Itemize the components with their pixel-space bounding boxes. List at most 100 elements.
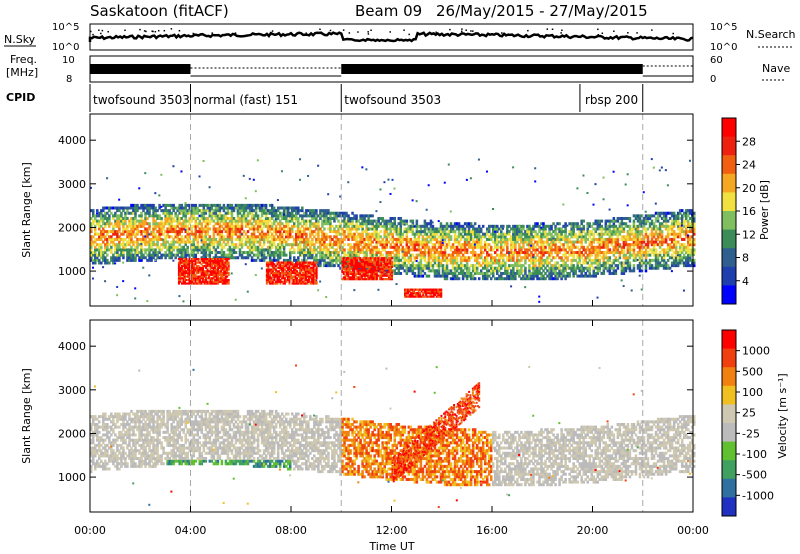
power-cell: [538, 227, 541, 231]
power-cell: [136, 248, 139, 252]
power-cell: [453, 235, 457, 239]
power-cell: [393, 271, 397, 275]
power-cell: [602, 258, 606, 262]
power-cell: [686, 224, 690, 228]
power-cell: [236, 224, 240, 228]
power-cell: [112, 240, 115, 244]
power-cell: [618, 261, 622, 265]
power-cell: [662, 216, 666, 220]
power-cell: [305, 240, 308, 244]
power-cell: [184, 228, 187, 231]
power-cell: [534, 248, 537, 252]
power-cell: [538, 269, 541, 273]
power-cell: [429, 251, 433, 255]
power-cell: [576, 224, 579, 228]
power-cell: [160, 253, 163, 257]
power-cell: [256, 248, 260, 252]
power-cell: [170, 240, 173, 244]
power-cell: [479, 230, 483, 234]
power-cell: [359, 216, 362, 220]
power-cell: [114, 243, 117, 247]
power-cell: [142, 256, 145, 260]
power-cell: [120, 251, 123, 255]
power-cell: [359, 240, 362, 244]
power-cell: [112, 206, 115, 210]
power-cell: [690, 213, 693, 216]
power-cell: [327, 216, 330, 220]
power-cell: [114, 211, 117, 215]
power-cell: [94, 245, 97, 249]
power-cell: [248, 245, 252, 249]
power-cell: [178, 219, 181, 223]
power-cell: [172, 259, 175, 262]
nsearch-dot: [470, 30, 472, 32]
power-cell: [580, 253, 583, 257]
power-cell: [477, 240, 481, 244]
power-cell: [325, 243, 328, 247]
power-cell: [170, 206, 173, 210]
power-cell: [128, 232, 131, 236]
power-cell: [678, 211, 682, 215]
power-cell: [453, 256, 457, 260]
power-cell: [236, 235, 240, 239]
power-cell: [419, 227, 423, 231]
power-cell: [397, 258, 401, 262]
power-cell: [200, 211, 204, 215]
power-cell: [616, 243, 620, 247]
power-cell: [295, 224, 298, 228]
power-cell: [186, 224, 189, 228]
power-cell: [96, 237, 99, 241]
power-cell: [222, 209, 226, 213]
power-cell: [393, 237, 397, 241]
power-cell: [110, 222, 113, 226]
power-cell: [668, 266, 672, 270]
power-cell: [678, 243, 682, 247]
power-cell: [212, 237, 216, 241]
power-cell: [479, 245, 483, 249]
power-cell: [244, 206, 248, 210]
power-cell: [124, 222, 127, 226]
power-cell: [614, 230, 618, 234]
power-cell: [202, 206, 206, 210]
power-cell: [339, 240, 342, 244]
power-cell: [385, 253, 388, 257]
power-cell: [124, 216, 127, 220]
power-cell: [124, 211, 127, 215]
power-cell: [483, 256, 487, 260]
power-cell: [602, 227, 606, 231]
power-cell: [397, 256, 401, 260]
power-cell: [684, 232, 688, 236]
power-cell: [102, 258, 105, 262]
power-cell: [387, 251, 390, 255]
power-cell: [188, 219, 191, 223]
power-cell: [455, 251, 459, 255]
power-cell: [548, 248, 551, 252]
power-cell: [120, 248, 123, 252]
power-cell: [636, 240, 640, 244]
power-cell: [602, 264, 606, 268]
power-cell: [96, 232, 99, 236]
power-cell: [100, 219, 103, 223]
power-cell: [684, 224, 688, 228]
power-cell: [676, 264, 680, 268]
power-cell: [417, 224, 421, 228]
power-cell: [538, 224, 541, 228]
power-cell: [381, 237, 384, 241]
power-cell: [506, 256, 509, 260]
power-cell: [170, 211, 173, 215]
power-cell: [369, 235, 372, 239]
power-cell: [542, 243, 545, 247]
power-cell: [264, 222, 268, 226]
power-cell: [196, 251, 200, 255]
power-cell: [104, 235, 107, 239]
power-cell: [321, 209, 324, 213]
power-cell: [638, 237, 642, 241]
power-cell: [413, 266, 417, 270]
power-cell: [222, 235, 226, 239]
power-cell: [660, 230, 664, 234]
power-cell: [305, 211, 308, 215]
power-cell: [622, 216, 626, 220]
power-cell: [522, 274, 525, 278]
power-cell: [429, 230, 433, 234]
power-cell: [463, 237, 467, 241]
